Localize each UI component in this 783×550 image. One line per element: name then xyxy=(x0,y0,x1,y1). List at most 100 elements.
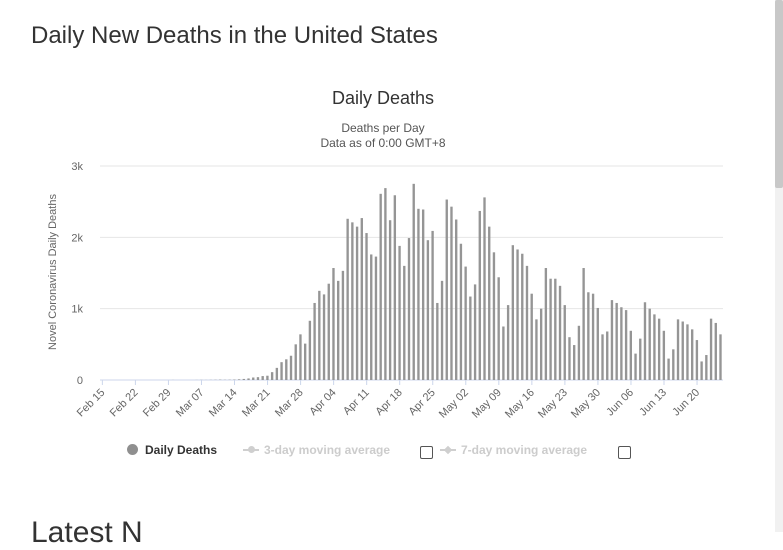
bar[interactable] xyxy=(663,331,665,380)
bar[interactable] xyxy=(620,307,622,380)
bar[interactable] xyxy=(474,284,476,380)
bar[interactable] xyxy=(497,277,499,380)
bar[interactable] xyxy=(507,305,509,380)
bar[interactable] xyxy=(686,324,688,380)
bar[interactable] xyxy=(280,362,282,380)
bar[interactable] xyxy=(247,378,249,380)
bar[interactable] xyxy=(266,376,268,380)
bar[interactable] xyxy=(559,286,561,380)
bar[interactable] xyxy=(328,284,330,380)
bar[interactable] xyxy=(394,195,396,380)
bar[interactable] xyxy=(304,344,306,380)
bar[interactable] xyxy=(413,184,415,380)
bar[interactable] xyxy=(606,331,608,380)
bar[interactable] xyxy=(422,210,424,380)
bar[interactable] xyxy=(554,279,556,380)
bar[interactable] xyxy=(644,302,646,380)
bar[interactable] xyxy=(634,354,636,380)
bar[interactable] xyxy=(592,294,594,380)
bar[interactable] xyxy=(441,281,443,380)
bar[interactable] xyxy=(365,233,367,380)
bar[interactable] xyxy=(417,209,419,380)
bar[interactable] xyxy=(653,314,655,380)
bar[interactable] xyxy=(625,310,627,380)
bar[interactable] xyxy=(493,252,495,380)
bar[interactable] xyxy=(398,246,400,380)
bar[interactable] xyxy=(295,344,297,380)
toggle-3-day-average-checkbox[interactable] xyxy=(420,446,433,459)
bar[interactable] xyxy=(313,303,315,380)
bar[interactable] xyxy=(531,294,533,380)
bar[interactable] xyxy=(469,297,471,380)
bar[interactable] xyxy=(243,379,245,380)
bar[interactable] xyxy=(290,356,292,380)
bar[interactable] xyxy=(361,218,363,380)
bar[interactable] xyxy=(502,327,504,381)
bar[interactable] xyxy=(672,349,674,380)
scrollbar-thumb[interactable] xyxy=(775,0,783,188)
bar[interactable] xyxy=(615,303,617,380)
bar[interactable] xyxy=(309,321,311,380)
bar[interactable] xyxy=(408,238,410,380)
bar[interactable] xyxy=(380,194,382,380)
bar[interactable] xyxy=(455,220,457,381)
bar[interactable] xyxy=(582,268,584,380)
bar[interactable] xyxy=(682,322,684,380)
bar[interactable] xyxy=(691,329,693,380)
bar[interactable] xyxy=(710,319,712,380)
bar[interactable] xyxy=(375,257,377,380)
legend-item-7-day-average[interactable]: 7-day moving average xyxy=(440,443,587,457)
bar[interactable] xyxy=(271,372,273,380)
bar[interactable] xyxy=(526,266,528,380)
bar[interactable] xyxy=(677,319,679,380)
bar[interactable] xyxy=(564,305,566,380)
bar[interactable] xyxy=(597,308,599,380)
bar[interactable] xyxy=(700,361,702,380)
bar[interactable] xyxy=(715,323,717,380)
bar[interactable] xyxy=(483,197,485,380)
bar[interactable] xyxy=(356,227,358,380)
bar[interactable] xyxy=(658,319,660,380)
bar[interactable] xyxy=(436,303,438,380)
bar[interactable] xyxy=(573,345,575,380)
bar[interactable] xyxy=(667,359,669,380)
toggle-7-day-average-checkbox[interactable] xyxy=(618,446,631,459)
bar[interactable] xyxy=(370,254,372,380)
bar[interactable] xyxy=(257,377,259,380)
bar[interactable] xyxy=(479,211,481,380)
bar[interactable] xyxy=(549,279,551,380)
bar[interactable] xyxy=(252,378,254,381)
bar[interactable] xyxy=(719,334,721,380)
bar[interactable] xyxy=(460,244,462,380)
bar[interactable] xyxy=(318,291,320,380)
bar[interactable] xyxy=(450,207,452,380)
bar[interactable] xyxy=(276,368,278,380)
scrollbar-track[interactable] xyxy=(775,0,783,532)
bar[interactable] xyxy=(540,309,542,380)
bar[interactable] xyxy=(578,326,580,380)
bar[interactable] xyxy=(351,222,353,380)
legend-item-daily-deaths[interactable]: Daily Deaths xyxy=(127,443,217,457)
bar[interactable] xyxy=(332,268,334,380)
bar[interactable] xyxy=(464,267,466,380)
bar[interactable] xyxy=(705,355,707,380)
bar[interactable] xyxy=(346,219,348,380)
bar[interactable] xyxy=(384,188,386,380)
bar[interactable] xyxy=(262,376,264,380)
bar[interactable] xyxy=(535,319,537,380)
bar[interactable] xyxy=(431,231,433,380)
bar[interactable] xyxy=(323,294,325,380)
bar[interactable] xyxy=(403,266,405,380)
bar[interactable] xyxy=(545,268,547,380)
bar[interactable] xyxy=(568,337,570,380)
bar[interactable] xyxy=(630,331,632,380)
bar[interactable] xyxy=(337,281,339,380)
bar[interactable] xyxy=(512,245,514,380)
bar[interactable] xyxy=(299,334,301,380)
legend-item-3-day-average[interactable]: 3-day moving average xyxy=(243,443,390,457)
bar[interactable] xyxy=(696,340,698,380)
bar[interactable] xyxy=(516,249,518,380)
bar[interactable] xyxy=(639,339,641,380)
bar[interactable] xyxy=(389,220,391,380)
bar[interactable] xyxy=(649,309,651,380)
